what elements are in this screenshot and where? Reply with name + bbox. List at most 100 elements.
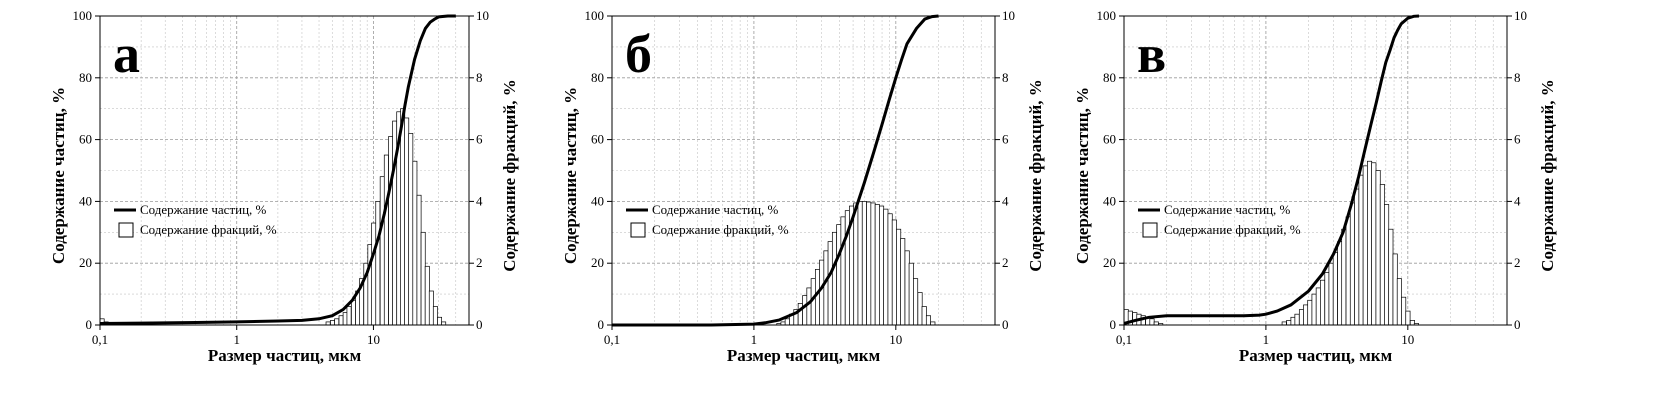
chart-panel-b: 0 20 40 60 80 100 0 2 4 6 8 10 0,1 1 10 Размер частиц, … (561, 8, 1045, 365)
histogram-bar (1286, 320, 1292, 326)
histogram-bar (1362, 165, 1368, 326)
panel-letter: в (1137, 24, 1166, 84)
histogram-bar (896, 228, 902, 326)
x-tick-label: 10 (889, 332, 902, 347)
histogram-bar (388, 136, 394, 326)
y-right-tick-label: 2 (1514, 255, 1521, 270)
histogram-bar (1349, 202, 1355, 326)
histogram-bar (1307, 299, 1313, 326)
cumulative-line (1123, 14, 1420, 325)
y-right-tick-label: 0 (1002, 317, 1009, 332)
y-right-axis-title: Содержание фракций, % (500, 79, 519, 272)
plot-area (612, 16, 995, 325)
y-left-tick-label: 80 (1103, 70, 1116, 85)
histogram-bar (1405, 310, 1411, 326)
legend-entry-particles: Содержание частиц, % (140, 202, 267, 217)
histogram-bar (1298, 309, 1305, 326)
x-tick-label: 1 (1263, 332, 1270, 347)
y-left-axis-title: Содержание частиц, % (561, 87, 580, 264)
histogram-bar (404, 117, 410, 326)
y-left-tick-label: 40 (79, 193, 92, 208)
histogram-bar (823, 250, 829, 326)
y-left-tick-label: 60 (591, 132, 604, 147)
panel-letter: б (625, 24, 652, 84)
x-tick-label: 0,1 (1116, 332, 1132, 347)
histogram-bar (866, 201, 872, 326)
y-right-axis-title: Содержание фракций, % (1538, 79, 1557, 272)
histogram-bar (1345, 216, 1351, 326)
histogram-bar (375, 201, 381, 326)
x-axis-title: Размер частиц, мкм (208, 346, 362, 365)
y-left-tick-label: 20 (591, 255, 604, 270)
histogram-bar (784, 318, 790, 326)
histogram-bar (853, 202, 859, 326)
x-tick-label: 10 (367, 332, 380, 347)
y-right-tick-label: 2 (476, 255, 483, 270)
histogram-bar (908, 262, 914, 326)
x-tick-label: 1 (233, 332, 240, 347)
y-left-tick-label: 80 (79, 70, 92, 85)
histogram-bar (917, 292, 923, 326)
legend-entry-particles: Содержание частиц, % (652, 202, 779, 217)
histogram-bar (883, 208, 889, 326)
cumulative-line (99, 14, 456, 325)
legend-entry-particles: Содержание частиц, % (1164, 202, 1291, 217)
histogram-bar (857, 201, 863, 326)
legend-bar-swatch (630, 222, 646, 238)
x-axis-title: Размер частиц, мкм (1239, 346, 1393, 365)
y-right-tick-label: 4 (476, 193, 483, 208)
histogram-bar (840, 216, 846, 326)
histogram-bar (346, 306, 352, 326)
x-tick-label: 0,1 (604, 332, 620, 347)
y-left-axis-title: Содержание частиц, % (1073, 87, 1092, 264)
histogram-bar (1384, 204, 1390, 326)
y-left-axis-title: Содержание частиц, % (49, 87, 68, 264)
histogram-bar (831, 231, 838, 326)
histogram-bar (408, 133, 414, 326)
y-left-tick-label: 40 (591, 193, 604, 208)
histogram-bar (1388, 228, 1394, 326)
y-right-tick-label: 6 (1514, 132, 1521, 147)
y-right-tick-label: 2 (1002, 255, 1009, 270)
histogram-bar (1401, 296, 1407, 326)
y-right-tick-label: 10 (1514, 8, 1527, 23)
histogram-bar (379, 176, 385, 326)
histogram-bar (1358, 174, 1364, 326)
chart-panel-a: 0 20 40 60 80 100 0 2 4 6 8 10 0,1 1 10 Размер частиц, … (49, 8, 519, 365)
histogram-bar (428, 290, 434, 326)
histogram-bar (1303, 304, 1309, 326)
y-right-tick-label: 6 (476, 132, 483, 147)
histogram-bar (334, 318, 340, 326)
y-right-tick-label: 0 (1514, 317, 1521, 332)
legend-bar-swatch (1142, 222, 1158, 238)
histogram-bar (1341, 228, 1347, 326)
histogram-bar (424, 265, 430, 326)
y-left-tick-label: 0 (598, 317, 605, 332)
y-right-tick-label: 10 (476, 8, 489, 23)
histogram-bar (879, 205, 885, 326)
histogram-bar (1294, 313, 1300, 326)
y-right-tick-label: 8 (476, 70, 483, 85)
histogram-bar (1332, 252, 1338, 326)
histogram-bar (874, 204, 880, 326)
histogram-bar (827, 241, 833, 326)
histogram-bar (420, 231, 426, 326)
histogram-bar (913, 278, 919, 326)
y-left-tick-label: 100 (585, 8, 605, 23)
legend-bar-swatch (118, 222, 134, 238)
histogram-bar (904, 250, 910, 326)
histogram-bar (1149, 318, 1155, 326)
y-right-tick-label: 4 (1002, 193, 1009, 208)
histogram-bar (802, 295, 808, 326)
y-left-tick-label: 80 (591, 70, 604, 85)
y-left-tick-label: 0 (1110, 317, 1117, 332)
legend-entry-fractions: Содержание фракций, % (652, 222, 789, 237)
histogram-bar (925, 315, 931, 326)
histogram-bar (836, 224, 842, 326)
y-right-tick-label: 8 (1514, 70, 1521, 85)
histogram-bar (371, 222, 377, 326)
histogram-bar (412, 160, 418, 326)
histogram-bar (921, 306, 927, 326)
y-left-tick-label: 60 (79, 132, 92, 147)
